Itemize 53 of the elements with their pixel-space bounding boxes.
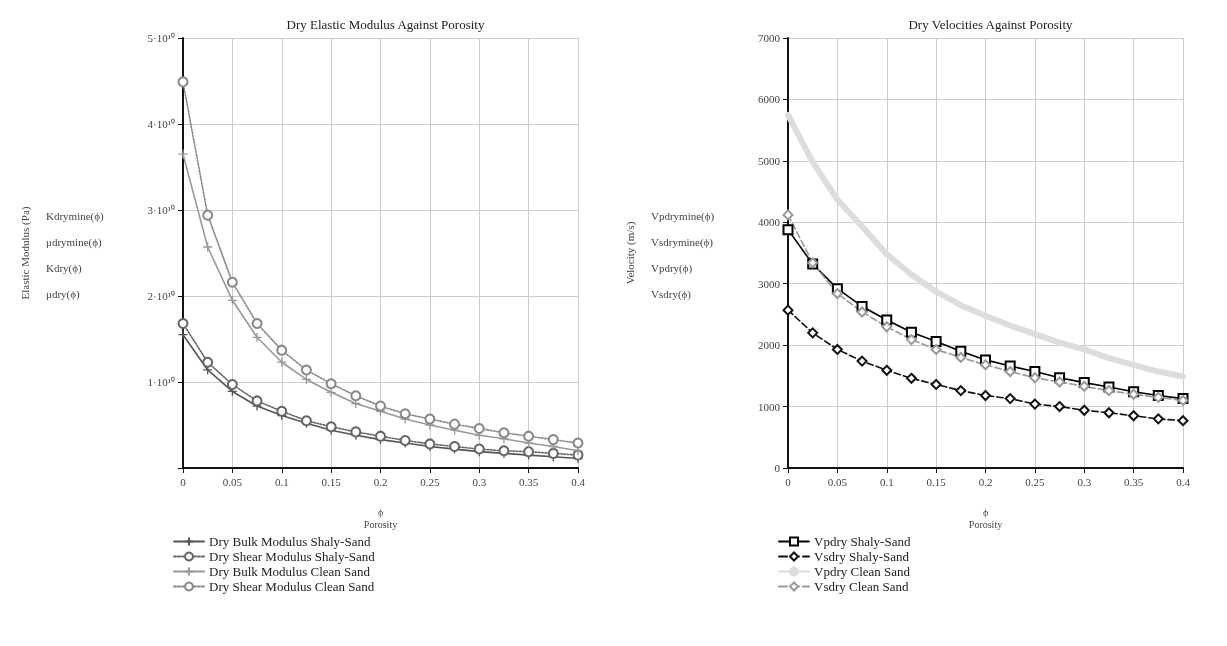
y-axis-title: Elastic Modulus (Pa) [18,206,32,300]
x-tick-label: 0.2 [978,475,993,488]
legend-label: Dry Bulk Modulus Clean Sand [209,564,371,579]
y-tick-label: 6000 [758,93,781,106]
y-tick-label: 3·10¹⁰ [147,204,175,216]
text: μdrymine(ϕ) [46,235,103,249]
x-tick-label: 0.05 [222,475,243,488]
x-tick-label: 0.4 [571,475,586,488]
x-tick-label: 0.3 [1077,475,1092,488]
y-tick-label: 1000 [758,400,781,413]
x-tick-label: 0.35 [519,475,539,488]
x-tick-label: 0.3 [472,475,487,488]
x-tick-label: 0.05 [827,475,848,488]
x-axis-title: ϕ Porosity [363,506,398,530]
text: Vpdry(ϕ) [651,261,693,275]
legend-label: Dry Bulk Modulus Shaly-Sand [209,534,371,549]
x-tick-label: 0.2 [373,475,388,488]
legend-label: Vpdry Clean Sand [814,564,911,579]
x-tick-label: 0.4 [1176,475,1191,488]
y-tick-label: 4000 [758,216,781,229]
y-tick-label: 5·10¹⁰ [147,32,175,44]
text: Vsdry(ϕ) [651,287,692,301]
legend-label: Dry Shear Modulus Clean Sand [209,579,375,594]
text: Vsdrymine(ϕ) [651,235,714,249]
y-tick-label: 0 [774,462,781,474]
legend-label: Dry Shear Modulus Shaly-Sand [209,549,376,564]
x-tick-label: 0.15 [321,475,342,488]
x-axis-title: ϕ Porosity [968,506,1003,530]
legend-label: Vsdry Clean Sand [814,579,910,594]
legend-label: Vpdry Shaly-Sand [814,534,911,549]
chart-title: Dry Velocities Against Porosity [908,17,1074,32]
text: μdry(ϕ) [46,287,81,301]
x-tick-label: 0.35 [1124,475,1144,488]
x-tick-label: 0.25 [1025,475,1045,488]
y-tick-label: 2·10¹⁰ [147,290,175,302]
y-tick-label: 5000 [758,154,781,167]
y-tick-label: 3000 [758,277,781,290]
x-tick-label: 0.25 [420,475,440,488]
chart-title: Dry Elastic Modulus Against Porosity [286,17,485,32]
y-tick-label: 1·10¹⁰ [147,376,175,388]
legend-label: Vsdry Shaly-Sand [814,549,910,564]
x-tick-label: 0 [785,475,792,488]
text: Kdrymine(ϕ) [46,209,105,223]
y-tick-label: 7000 [758,32,781,44]
text: Kdry(ϕ) [46,261,83,275]
x-tick-label: 0.1 [274,475,289,488]
y-axis-title: Velocity (m/s) [623,221,637,285]
x-tick-label: 0 [180,475,187,488]
y-tick-label: 4·10¹⁰ [147,118,175,130]
text: Vpdrymine(ϕ) [651,209,715,223]
y-tick-label: 2000 [758,339,781,352]
x-tick-label: 0.1 [879,475,894,488]
x-tick-label: 0.15 [926,475,947,488]
